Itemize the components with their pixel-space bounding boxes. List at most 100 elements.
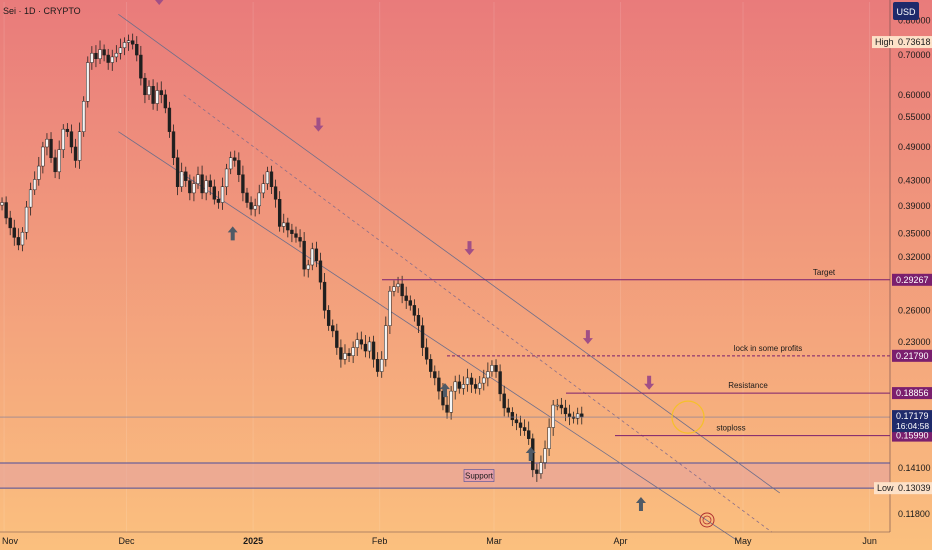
candle[interactable] [343,353,347,360]
candle[interactable] [204,180,208,194]
candle[interactable] [400,283,404,297]
candle[interactable] [122,42,127,49]
candle[interactable] [322,281,327,311]
candle[interactable] [433,371,437,379]
candle[interactable] [351,347,355,356]
candle[interactable] [571,416,576,419]
candle[interactable] [441,390,445,406]
candle[interactable] [355,339,359,348]
candle[interactable] [494,365,498,372]
candle[interactable] [28,189,33,208]
candle[interactable] [502,393,506,409]
candle[interactable] [196,174,200,184]
candle[interactable] [527,430,531,439]
candle[interactable] [535,469,539,474]
candle[interactable] [188,180,192,194]
candle[interactable] [506,407,510,413]
candle[interactable] [16,237,21,246]
candle[interactable] [228,157,233,170]
candle[interactable] [155,90,159,104]
candle[interactable] [384,325,388,360]
candle[interactable] [12,227,16,238]
candle[interactable] [473,384,478,389]
candle[interactable] [147,86,151,96]
candle[interactable] [367,341,372,352]
candle[interactable] [20,231,25,246]
candle[interactable] [449,390,453,413]
candle[interactable] [118,47,123,54]
candle[interactable] [359,339,363,345]
candle[interactable] [522,427,527,431]
candle[interactable] [567,413,572,418]
candle[interactable] [290,229,294,234]
candle[interactable] [326,310,331,326]
candle[interactable] [420,325,425,348]
candle[interactable] [77,131,82,161]
candle[interactable] [33,179,37,191]
candle[interactable] [253,205,257,210]
candle[interactable] [347,353,351,356]
candle[interactable] [457,381,461,389]
candle[interactable] [41,146,45,167]
candle[interactable] [233,157,237,161]
candle[interactable] [498,371,502,395]
candle[interactable] [282,222,286,227]
candle[interactable] [380,359,384,372]
candle[interactable] [375,359,380,372]
candle[interactable] [143,77,147,96]
candle[interactable] [126,40,131,43]
candle[interactable] [69,131,74,148]
candle[interactable] [61,128,65,150]
candle[interactable] [396,283,400,287]
candle[interactable] [461,384,466,389]
candle[interactable] [563,407,568,415]
candle[interactable] [261,183,266,194]
candle[interactable] [298,237,302,242]
candle[interactable] [159,90,163,96]
candle[interactable] [45,138,49,148]
candle[interactable] [331,325,335,332]
candle[interactable] [4,202,8,219]
candle[interactable] [514,419,519,424]
candle[interactable] [490,365,494,372]
candle[interactable] [151,86,155,104]
candle[interactable] [273,186,278,200]
candle[interactable] [580,413,584,418]
candle[interactable] [437,377,441,392]
candle[interactable] [482,377,486,384]
candle[interactable] [429,359,433,372]
candle[interactable] [171,131,176,158]
candle[interactable] [220,186,225,203]
candle[interactable] [486,371,490,379]
candle[interactable] [269,171,274,187]
candle[interactable] [139,54,143,79]
candle[interactable] [216,199,221,203]
candle[interactable] [49,138,53,158]
candle[interactable] [200,174,204,194]
candle[interactable] [286,222,290,231]
candle[interactable] [245,192,249,203]
candle[interactable] [0,202,4,206]
candle[interactable] [212,186,217,200]
candle[interactable] [257,192,261,207]
candle[interactable] [539,462,543,474]
candle[interactable] [408,300,412,306]
candle[interactable] [90,52,94,63]
candle[interactable] [24,206,29,233]
candle[interactable] [555,404,559,407]
candle[interactable] [510,412,515,421]
candle[interactable] [131,40,135,45]
candle[interactable] [53,157,57,173]
candle[interactable] [547,427,551,449]
candle[interactable] [237,160,241,175]
candle[interactable] [65,128,70,132]
candle[interactable] [208,180,212,187]
candle[interactable] [102,49,106,56]
candle[interactable] [294,233,298,238]
candle[interactable] [302,240,306,270]
candle[interactable] [310,248,314,266]
candle[interactable] [265,171,270,184]
candle[interactable] [277,199,282,227]
candle[interactable] [416,315,421,326]
